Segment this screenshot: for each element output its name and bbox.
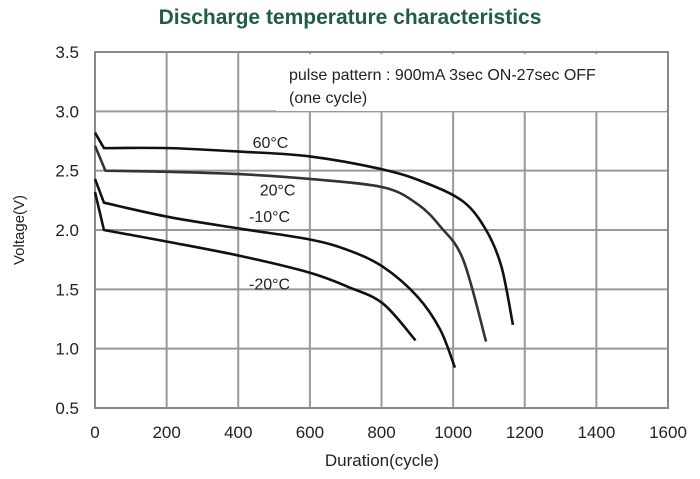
series-label: -20°C	[249, 276, 290, 293]
series-group: 60°C 20°C -10°C -20°C	[93, 132, 515, 369]
note-background	[276, 54, 666, 111]
x-tick-label: 1200	[506, 423, 544, 442]
y-tick-label: 3.5	[55, 43, 79, 62]
x-tick-label: 200	[152, 423, 180, 442]
series-label: 60°C	[253, 135, 289, 152]
y-tick-label: 2.0	[55, 221, 79, 240]
plot-frame	[94, 51, 669, 409]
x-tick-label: 400	[224, 423, 252, 442]
y-tick-label: 1.5	[55, 280, 79, 299]
x-tick-label: 1000	[434, 423, 472, 442]
x-tick-label: 0	[90, 423, 99, 442]
series-line-1	[93, 145, 488, 342]
x-tick-label: 1600	[649, 423, 687, 442]
series-line-2	[93, 178, 457, 369]
y-axis-label: Voltage(V)	[11, 195, 28, 265]
series-line-3	[93, 191, 417, 342]
x-tick-label: 800	[367, 423, 395, 442]
series-line-0	[93, 132, 515, 326]
note-line-2: (one cycle)	[289, 90, 367, 107]
chart-title: Discharge temperature characteristics	[158, 6, 542, 29]
note-line-1: pulse pattern : 900mA 3sec ON-27sec OFF	[289, 67, 596, 84]
series-label: 20°C	[260, 183, 296, 200]
x-tick-label: 600	[296, 423, 324, 442]
series-label: -10°C	[249, 209, 290, 226]
ticks: 0 200 400 600 800 1000 1200 1400 1600 0.5 1.0 1.5 2.…	[55, 43, 687, 442]
y-tick-label: 2.5	[55, 162, 79, 181]
y-tick-label: 0.5	[55, 399, 79, 418]
y-tick-label: 1.0	[55, 340, 79, 359]
x-axis-label: Duration(cycle)	[325, 451, 439, 470]
y-tick-label: 3.0	[55, 102, 79, 121]
x-tick-label: 1400	[577, 423, 615, 442]
